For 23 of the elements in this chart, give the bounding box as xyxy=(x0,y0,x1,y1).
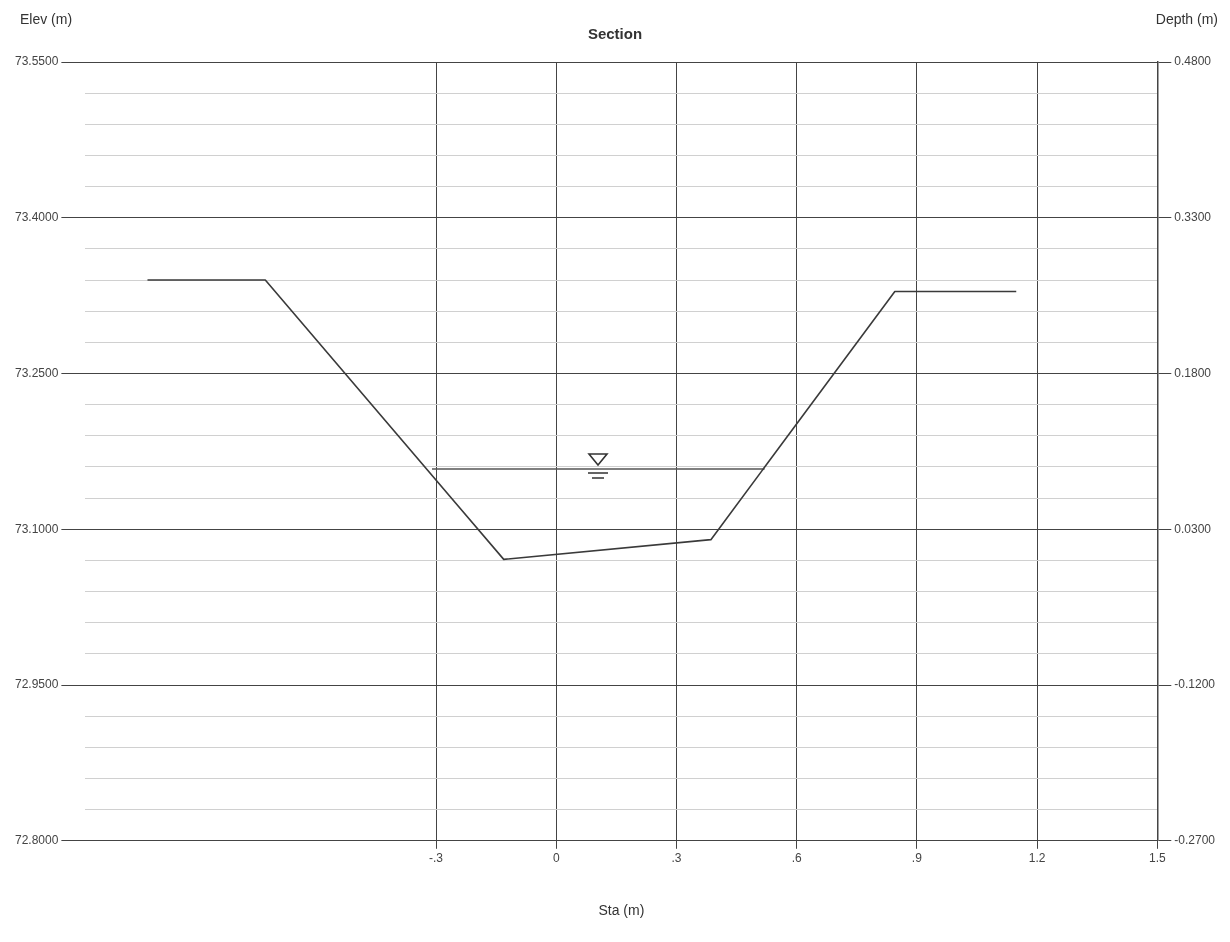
x-tick-label: 1.2 xyxy=(1028,851,1046,866)
x-tick-label: .3 xyxy=(671,851,682,866)
y2-tick-label: -0.1200 xyxy=(1174,677,1216,692)
x-tick-label: -.3 xyxy=(429,851,444,866)
y2-tick-label: -0.2700 xyxy=(1174,833,1216,848)
x-axis-title: Sta (m) xyxy=(598,902,645,919)
y2-axis-title: Depth (m) xyxy=(1155,10,1218,27)
y-tick-label: 73.5500 xyxy=(14,54,59,69)
x-tick-label: .6 xyxy=(791,851,802,866)
x-tick-label: .9 xyxy=(911,851,923,866)
y-tick-label: 73.2500 xyxy=(14,365,59,380)
chart-title: Section xyxy=(587,25,643,43)
y-tick-label: 73.1000 xyxy=(14,521,59,536)
y-tick-label: 73.4000 xyxy=(14,210,59,225)
y2-tick-label: 0.0300 xyxy=(1174,521,1212,536)
y-axis-title: Elev (m) xyxy=(19,10,73,27)
y-tick-label: 72.8000 xyxy=(14,833,59,848)
y-tick-label: 72.9500 xyxy=(14,677,59,692)
y2-tick-label: 0.4800 xyxy=(1174,54,1212,69)
x-tick-label: 0 xyxy=(552,851,560,866)
y2-tick-label: 0.1800 xyxy=(1174,365,1212,380)
x-tick-label: 1.5 xyxy=(1148,851,1166,866)
y2-tick-label: 0.3300 xyxy=(1174,210,1212,225)
